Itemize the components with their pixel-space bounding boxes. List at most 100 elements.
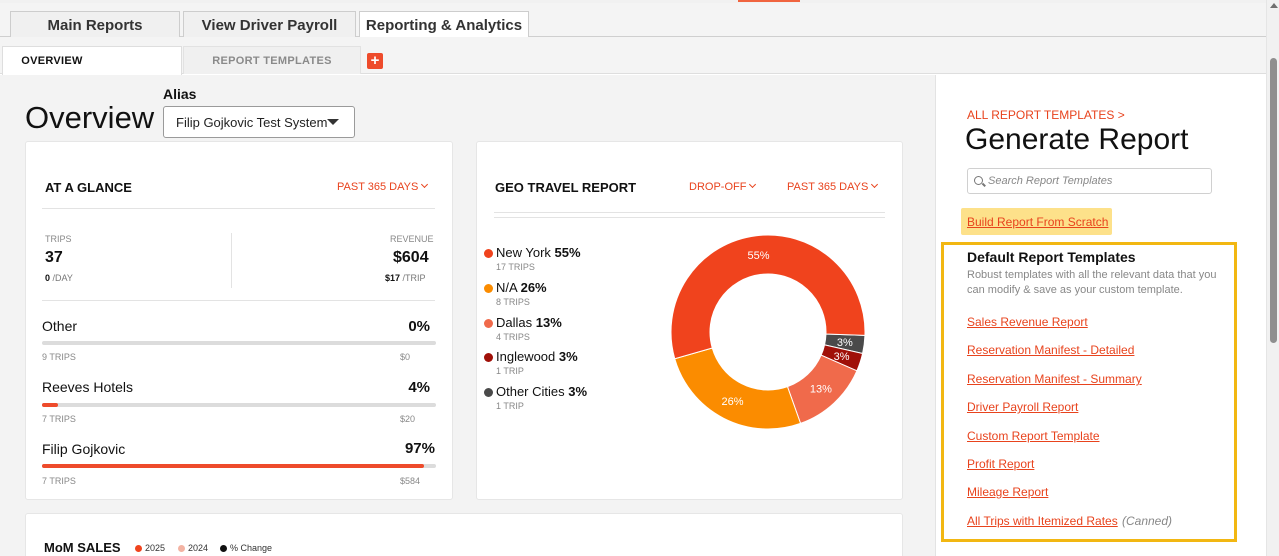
template-link-profit[interactable]: Profit Report — [967, 457, 1035, 471]
at-a-glance-title: AT A GLANCE — [45, 180, 132, 195]
geo-city-name: Inglewood — [496, 349, 556, 364]
legend-dot — [484, 388, 493, 397]
geo-travel-title: GEO TRAVEL REPORT — [495, 180, 637, 195]
customer-bar — [42, 341, 436, 345]
divider — [42, 208, 435, 209]
alias-value: Filip Gojkovic Test System — [176, 114, 328, 130]
customer-bar-fill — [42, 464, 425, 468]
page-scrollbar[interactable] — [1266, 0, 1279, 556]
main-tab-bar: Main Reports View Driver Payroll Reporti… — [0, 3, 1266, 39]
scroll-up-icon[interactable] — [1270, 3, 1278, 8]
customer-percent: 0% — [408, 318, 430, 335]
geo-city-percent: 13% — [535, 315, 562, 330]
scroll-thumb[interactable] — [1270, 58, 1277, 343]
default-templates-title: Default Report Templates — [967, 249, 1136, 265]
donut-label: 26% — [722, 396, 744, 408]
geo-filter-label: DROP-OFF — [689, 181, 747, 193]
page-title: Overview — [25, 100, 155, 135]
trips-per-day-unit: /DAY — [52, 273, 73, 283]
geo-city-name: Dallas — [496, 315, 533, 330]
template-link-manifest-summary[interactable]: Reservation Manifest - Summary — [967, 372, 1142, 386]
revenue-per-trip: $17 /TRIP — [385, 273, 426, 283]
geo-period-label: PAST 365 DAYS — [787, 181, 869, 193]
geo-city-trips: 4 TRIPS — [496, 332, 530, 342]
divider — [42, 300, 435, 301]
default-templates-description: Robust templates with all the relevant d… — [967, 269, 1217, 296]
donut-slice-new-york[interactable] — [670, 234, 866, 360]
geo-city-percent: 3% — [558, 349, 578, 364]
tab-report-templates[interactable]: REPORT TEMPLATES — [183, 46, 361, 74]
legend-dot — [135, 544, 142, 552]
geo-donut-chart: 3% 3% 13% 26% 55% — [670, 234, 866, 430]
template-link-itemized-rates[interactable]: All Trips with Itemized Rates — [967, 514, 1118, 528]
legend-dot — [484, 249, 493, 258]
geo-legend-text: New York 55% — [496, 245, 581, 260]
donut-slice-n-a[interactable] — [674, 347, 802, 430]
mom-legend-label: % Change — [230, 543, 273, 553]
donut-label: 55% — [748, 250, 770, 262]
mom-sales-title: MoM SALES — [44, 540, 121, 555]
customer-bar — [42, 403, 436, 407]
revenue-per-trip-value: $17 — [385, 273, 401, 283]
mom-legend-item: 2025 — [135, 543, 165, 553]
tab-view-driver-payroll[interactable]: View Driver Payroll — [183, 11, 356, 38]
geo-city-name: New York — [496, 245, 551, 260]
chevron-down-icon — [749, 180, 757, 189]
chevron-down-icon — [871, 180, 879, 189]
customer-bar — [42, 464, 436, 468]
geo-legend-text: Dallas 13% — [496, 315, 562, 330]
at-a-glance-period-label: PAST 365 DAYS — [337, 181, 419, 193]
top-accent-line — [738, 0, 800, 2]
revenue-label: REVENUE — [390, 234, 434, 244]
trips-value: 37 — [45, 249, 63, 266]
geo-legend-text: N/A 26% — [496, 280, 547, 295]
template-link-sales-revenue[interactable]: Sales Revenue Report — [967, 315, 1088, 329]
customer-name: Filip Gojkovic — [42, 441, 126, 457]
customer-name: Reeves Hotels — [42, 379, 134, 395]
mom-legend-item: 2024 — [178, 543, 208, 553]
trips-per-day: 0 /DAY — [45, 273, 73, 283]
at-a-glance-period-dropdown[interactable]: PAST 365 DAYS — [337, 180, 429, 193]
mom-legend-item: % Change — [220, 543, 272, 553]
chevron-down-icon — [421, 180, 429, 189]
at-a-glance-card — [25, 141, 453, 500]
alias-select[interactable]: Filip Gojkovic Test System — [163, 106, 355, 138]
template-link-manifest-detailed[interactable]: Reservation Manifest - Detailed — [967, 343, 1135, 357]
customer-percent: 4% — [408, 379, 430, 396]
geo-city-percent: 3% — [568, 384, 588, 399]
default-templates-box — [941, 242, 1237, 542]
generate-report-title: Generate Report — [965, 123, 1189, 156]
build-report-from-scratch-button[interactable]: Build Report From Scratch — [961, 208, 1112, 235]
geo-period-dropdown[interactable]: PAST 365 DAYS — [787, 180, 879, 193]
trips-label: TRIPS — [45, 234, 72, 244]
tab-reporting-analytics[interactable]: Reporting & Analytics — [359, 11, 529, 39]
customer-trips: 9 TRIPS — [42, 352, 76, 362]
revenue-value: $604 — [393, 249, 429, 266]
customer-revenue: $584 — [400, 476, 421, 486]
customer-trips: 7 TRIPS — [42, 414, 76, 424]
geo-filter-dropdown[interactable]: DROP-OFF — [689, 180, 757, 193]
all-report-templates-link[interactable]: ALL REPORT TEMPLATES > — [967, 108, 1125, 122]
geo-city-name: N/A — [496, 280, 517, 295]
customer-trips: 7 TRIPS — [42, 476, 76, 486]
tab-main-reports[interactable]: Main Reports — [10, 11, 180, 38]
add-tab-button[interactable]: + — [367, 53, 383, 69]
tab-overview-label: OVERVIEW — [21, 55, 83, 67]
revenue-per-trip-unit: /TRIP — [402, 273, 426, 283]
search-templates-input[interactable] — [988, 172, 1208, 190]
geo-city-name: Other Cities — [496, 384, 565, 399]
trips-per-day-value: 0 — [45, 273, 51, 283]
legend-dot — [484, 284, 493, 293]
alias-label: Alias — [163, 86, 197, 102]
donut-label: 3% — [834, 351, 850, 363]
template-link-custom-report[interactable]: Custom Report Template — [967, 429, 1100, 443]
caret-down-icon — [327, 119, 339, 125]
legend-dot — [220, 544, 227, 552]
geo-city-trips: 1 TRIP — [496, 366, 524, 376]
mom-legend-label: 2025 — [145, 543, 166, 553]
template-link-driver-payroll[interactable]: Driver Payroll Report — [967, 400, 1079, 414]
template-link-mileage[interactable]: Mileage Report — [967, 485, 1049, 499]
tab-overview[interactable]: OVERVIEW — [2, 46, 182, 75]
search-icon — [974, 176, 983, 185]
donut-label: 3% — [837, 337, 853, 349]
